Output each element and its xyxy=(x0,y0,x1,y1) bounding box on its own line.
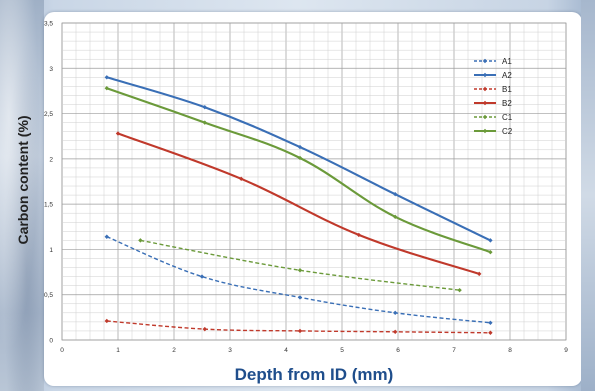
series-line-b1 xyxy=(106,320,491,334)
x-tick-label: 2 xyxy=(172,347,176,354)
data-point-a1 xyxy=(104,234,109,239)
legend-marker-a1 xyxy=(482,58,488,64)
data-point-b1 xyxy=(297,328,303,334)
data-point-c2 xyxy=(297,155,303,161)
data-point-a1 xyxy=(393,310,398,316)
legend-label-a1: A1 xyxy=(502,57,512,66)
data-point-b1 xyxy=(488,330,493,335)
x-tick-label: 0 xyxy=(60,347,64,354)
data-point-a2 xyxy=(393,191,398,197)
gridlines xyxy=(61,22,567,341)
x-tick-label: 9 xyxy=(564,347,568,354)
data-point-a1 xyxy=(488,320,493,325)
legend: A1 A2 B1 B2 C1 C2 xyxy=(474,57,513,136)
data-point-a2 xyxy=(104,75,109,80)
data-point-c1 xyxy=(138,238,143,243)
data-point-b2 xyxy=(115,131,121,136)
data-point-b1 xyxy=(393,329,398,335)
y-tick-label: 3 xyxy=(49,66,53,73)
x-axis-label: Depth from ID (mm) xyxy=(235,365,394,384)
y-axis-label: Carbon content (%) xyxy=(15,115,31,244)
legend-marker-c1 xyxy=(482,114,488,120)
y-tick-label: 1 xyxy=(49,247,53,254)
x-tick-label: 1 xyxy=(116,347,120,354)
data-point-b2 xyxy=(239,176,244,181)
x-tick-label: 3 xyxy=(228,347,232,354)
tick-labels: 0 1 2 3 4 5 6 7 8 9 0 0,5 1 1,5 2 2,5 3 3,5 xyxy=(44,21,568,355)
data-point-b2 xyxy=(356,232,361,238)
legend-marker-a2 xyxy=(482,72,488,78)
data-point-a1 xyxy=(199,274,205,279)
series-lines xyxy=(104,75,493,335)
legend-label-c2: C2 xyxy=(502,127,513,136)
data-point-c1 xyxy=(297,268,303,273)
x-tick-label: 4 xyxy=(284,347,288,354)
legend-label-c1: C1 xyxy=(502,113,513,122)
y-tick-label: 0,5 xyxy=(44,292,53,299)
legend-label-b2: B2 xyxy=(502,99,512,108)
data-point-a2 xyxy=(202,105,207,110)
data-point-c1 xyxy=(457,287,462,293)
legend-marker-b2 xyxy=(482,100,488,106)
y-tick-label: 0 xyxy=(49,338,53,345)
data-point-c2 xyxy=(488,249,493,255)
x-tick-label: 8 xyxy=(508,347,512,354)
x-tick-label: 5 xyxy=(340,347,344,354)
y-tick-label: 2,5 xyxy=(44,111,53,118)
data-point-a2 xyxy=(297,144,303,150)
legend-marker-b1 xyxy=(482,86,488,92)
legend-label-b1: B1 xyxy=(502,85,512,94)
series-line-b2 xyxy=(117,132,480,275)
x-tick-label: 6 xyxy=(396,347,400,354)
data-point-a1 xyxy=(297,295,303,300)
x-tick-label: 7 xyxy=(452,347,456,354)
data-point-c2 xyxy=(393,214,398,220)
data-point-b1 xyxy=(104,318,109,324)
y-tick-label: 2 xyxy=(49,156,53,163)
y-tick-label: 1,5 xyxy=(44,202,53,209)
legend-marker-c2 xyxy=(482,128,488,134)
data-point-a2 xyxy=(488,238,493,243)
y-tick-label: 3,5 xyxy=(44,21,53,28)
data-point-c2 xyxy=(202,120,207,125)
data-point-b2 xyxy=(477,271,482,277)
data-point-c2 xyxy=(104,86,109,91)
data-point-b1 xyxy=(202,326,207,332)
legend-label-a2: A2 xyxy=(502,71,512,80)
